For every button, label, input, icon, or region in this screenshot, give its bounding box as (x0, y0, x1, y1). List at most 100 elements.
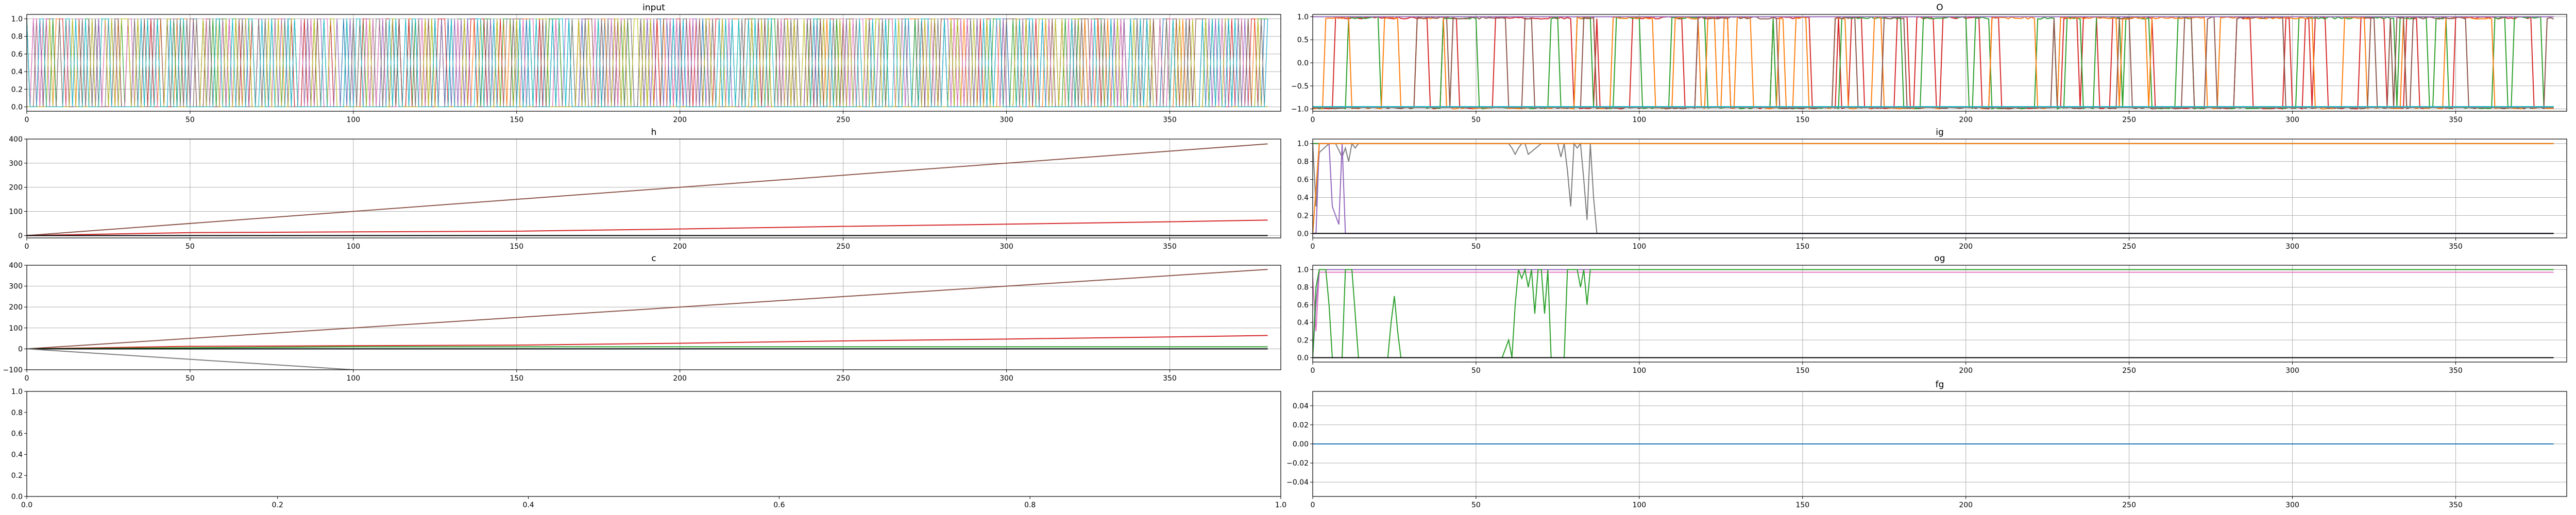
ytick-label-input-1: 0.2 (11, 85, 23, 94)
panel-title-input: input (642, 3, 665, 13)
series-group-input (27, 18, 1268, 108)
ytick-label-empty-2: 0.4 (11, 451, 23, 459)
panel-empty: 0.0 0.2 0.4 0.6 0.8 1.0 0.0 0.2 0.4 0.6 0.8 1.0 (11, 388, 1286, 509)
xtick-label-fg-2: 100 (1632, 501, 1646, 509)
xtick-label-c-7: 350 (1163, 374, 1177, 383)
xtick-label-o-2: 100 (1632, 116, 1646, 124)
xtick-label-empty-4: 0.8 (1024, 501, 1036, 509)
xtick-label-h-0: 0 (25, 243, 29, 251)
xtick-label-input-7: 350 (1163, 116, 1177, 124)
series-ig-3 (1313, 143, 2554, 234)
xtick-label-c-0: 0 (25, 374, 29, 383)
series-ig-2 (1313, 142, 2554, 234)
xtick-label-input-5: 250 (836, 116, 850, 124)
ytick-label-og-3: 0.6 (1297, 301, 1309, 310)
xtick-label-ig-0: 0 (1311, 243, 1315, 251)
xtick-label-og-4: 200 (1959, 367, 1973, 375)
axes-frame-og (1312, 265, 2567, 363)
ytick-label-ig-0: 0.0 (1297, 230, 1309, 238)
xtick-label-input-1: 50 (185, 116, 195, 124)
xtick-label-ig-6: 300 (2285, 243, 2299, 251)
ytick-label-o-4: 1.0 (1297, 13, 1309, 21)
series-group-ig (1313, 142, 2554, 234)
panel-title-o: O (1936, 3, 1943, 13)
axes-frame-empty (26, 391, 1281, 497)
xtick-label-fg-0: 0 (1311, 501, 1315, 509)
xtick-label-h-1: 50 (185, 243, 195, 251)
ytick-label-empty-3: 0.6 (11, 430, 23, 438)
panel-input: input 0 50 100 150 200 250 300 350 0.0 0.2 0.4 0.6 0.… (11, 3, 1281, 124)
series-input-7 (27, 18, 1268, 108)
series-input-5 (27, 18, 1268, 108)
xtick-label-o-7: 350 (2449, 116, 2463, 124)
xtick-label-c-5: 250 (836, 374, 850, 383)
xtick-label-empty-3: 0.6 (773, 501, 785, 509)
ytick-label-ig-5: 1.0 (1297, 140, 1309, 148)
ytick-label-og-2: 0.4 (1297, 319, 1309, 327)
ytick-label-c-3: 200 (9, 303, 23, 312)
xtick-label-o-6: 300 (2285, 116, 2299, 124)
xtick-label-o-4: 200 (1959, 116, 1973, 124)
ytick-label-h-0: 0 (18, 232, 23, 240)
series-og-0 (1313, 271, 2554, 332)
xtick-label-c-1: 50 (185, 374, 195, 383)
ytick-label-h-3: 300 (9, 160, 23, 168)
panel-og: og 0 50 100 150 200 250 300 350 0.0 0.2 0.4 0.6 0.8 1.… (1297, 253, 2567, 375)
xtick-label-empty-0: 0.0 (21, 501, 32, 509)
xtick-label-fg-7: 350 (2449, 501, 2463, 509)
series-input-0 (27, 18, 1268, 108)
ytick-label-input-4: 0.8 (11, 33, 23, 41)
xtick-label-input-0: 0 (25, 116, 29, 124)
ytick-label-empty-5: 1.0 (11, 388, 23, 396)
xtick-label-h-2: 100 (346, 243, 360, 251)
xtick-label-ig-1: 50 (1471, 243, 1481, 251)
ytick-label-o-2: 0.0 (1297, 59, 1309, 67)
ytick-label-input-5: 1.0 (11, 15, 23, 24)
panel-title-og: og (1934, 253, 1945, 264)
series-group-og (1313, 267, 2554, 358)
ytick-label-og-5: 1.0 (1297, 266, 1309, 274)
ytick-label-ig-3: 0.6 (1297, 176, 1309, 184)
axes-frame-c (26, 265, 1281, 370)
xtick-label-ig-7: 350 (2449, 243, 2463, 251)
xtick-label-ig-4: 200 (1959, 243, 1973, 251)
xtick-label-h-6: 300 (999, 243, 1013, 251)
axes-frame-input (26, 14, 1281, 112)
series-c-5 (27, 348, 353, 370)
ytick-label-h-1: 100 (9, 208, 23, 216)
axes-frame-h (26, 139, 1281, 238)
series-c-0 (27, 269, 1268, 350)
xtick-label-h-7: 350 (1163, 243, 1177, 251)
ytick-label-og-4: 0.8 (1297, 284, 1309, 292)
xtick-label-input-6: 300 (999, 116, 1013, 124)
xtick-label-og-1: 50 (1471, 367, 1481, 375)
series-group-c (27, 269, 1268, 370)
panel-title-ig: ig (1936, 127, 1944, 138)
xtick-label-o-5: 250 (2122, 116, 2136, 124)
xtick-label-ig-5: 250 (2122, 243, 2136, 251)
ytick-label-ig-1: 0.2 (1297, 212, 1309, 220)
ytick-label-fg-2: 0.00 (1293, 440, 1309, 449)
xtick-label-og-7: 350 (2449, 367, 2463, 375)
ytick-label-empty-1: 0.2 (11, 472, 23, 480)
xtick-label-fg-6: 300 (2285, 501, 2299, 509)
xtick-label-input-2: 100 (346, 116, 360, 124)
xtick-label-og-3: 150 (1795, 367, 1809, 375)
series-h-0 (27, 143, 1268, 236)
panel-title-fg: fg (1936, 380, 1944, 390)
series-input-8 (27, 18, 1268, 108)
ytick-label-ig-4: 0.8 (1297, 158, 1309, 166)
series-input-3 (27, 18, 1268, 108)
xtick-label-empty-1: 0.2 (272, 501, 283, 509)
series-input-4 (27, 18, 1268, 108)
xtick-label-og-0: 0 (1311, 367, 1315, 375)
xtick-label-fg-4: 200 (1959, 501, 1973, 509)
series-c-3 (27, 346, 1268, 350)
xtick-label-fg-1: 50 (1471, 501, 1481, 509)
ytick-label-og-0: 0.0 (1297, 354, 1309, 362)
ytick-label-og-1: 0.2 (1297, 336, 1309, 345)
xtick-label-c-3: 150 (510, 374, 523, 383)
series-og-2 (1313, 267, 2554, 358)
xtick-label-fg-3: 150 (1795, 501, 1809, 509)
ytick-label-fg-3: 0.02 (1293, 421, 1309, 430)
